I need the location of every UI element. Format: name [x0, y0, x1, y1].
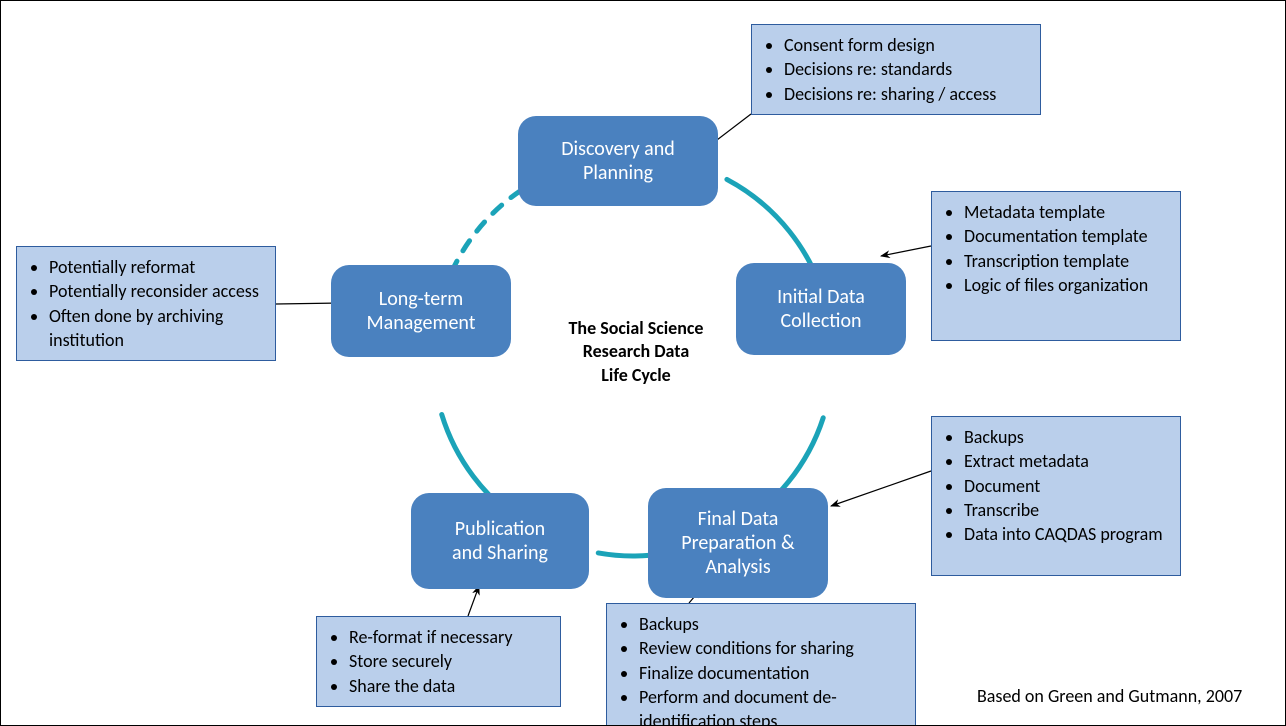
callout-item: Transcription template: [964, 249, 1170, 273]
callout-c-collection: Metadata templateDocumentation templateT…: [931, 191, 1181, 341]
node-long: Long-termManagement: [331, 265, 511, 357]
callout-item: Backups: [639, 612, 905, 636]
callout-arrow: [831, 471, 931, 506]
callout-item: Decisions re: sharing / access: [784, 82, 1030, 106]
callout-item: Perform and document de-identification s…: [639, 685, 905, 726]
callout-item: Backups: [964, 425, 1170, 449]
callout-item: Metadata template: [964, 200, 1170, 224]
callout-item: Logic of files organization: [964, 273, 1170, 297]
callout-item: Often done by archiving institution: [49, 304, 265, 353]
callout-item: Review conditions for sharing: [639, 636, 905, 660]
callout-item: Consent form design: [784, 33, 1030, 57]
callout-arrow: [468, 586, 479, 616]
callout-item: Document: [964, 474, 1170, 498]
node-discovery: Discovery andPlanning: [518, 116, 718, 206]
node-collection: Initial DataCollection: [736, 263, 906, 355]
callout-item: Share the data: [349, 674, 550, 698]
node-prep: Final DataPreparation &Analysis: [648, 488, 828, 598]
callout-item: Data into CAQDAS program: [964, 522, 1170, 546]
callout-c-prep: BackupsExtract metadataDocumentTranscrib…: [931, 416, 1181, 576]
node-pub: Publicationand Sharing: [411, 493, 589, 589]
callout-item: Store securely: [349, 649, 550, 673]
credit-text: Based on Green and Gutmann, 2007: [977, 685, 1242, 707]
callout-item: Transcribe: [964, 498, 1170, 522]
cycle-arc: [598, 553, 650, 556]
callout-item: Potentially reformat: [49, 255, 265, 279]
diagram-frame: The Social ScienceResearch DataLife Cycl…: [0, 0, 1286, 726]
callout-item: Potentially reconsider access: [49, 279, 265, 303]
callout-c-long: Potentially reformatPotentially reconsid…: [16, 246, 276, 361]
callout-c-discovery: Consent form designDecisions re: standar…: [751, 24, 1041, 115]
callout-item: Decisions re: standards: [784, 57, 1030, 81]
callout-item: Documentation template: [964, 224, 1170, 248]
callout-c-pub: Re-format if necessaryStore securelyShar…: [316, 616, 561, 707]
callout-item: Extract metadata: [964, 449, 1170, 473]
callout-item: Finalize documentation: [639, 661, 905, 685]
callout-arrow: [881, 246, 931, 256]
center-title: The Social ScienceResearch DataLife Cycl…: [536, 317, 736, 387]
callout-item: Re-format if necessary: [349, 625, 550, 649]
callout-c-final: BackupsReview conditions for sharingFina…: [606, 603, 916, 726]
